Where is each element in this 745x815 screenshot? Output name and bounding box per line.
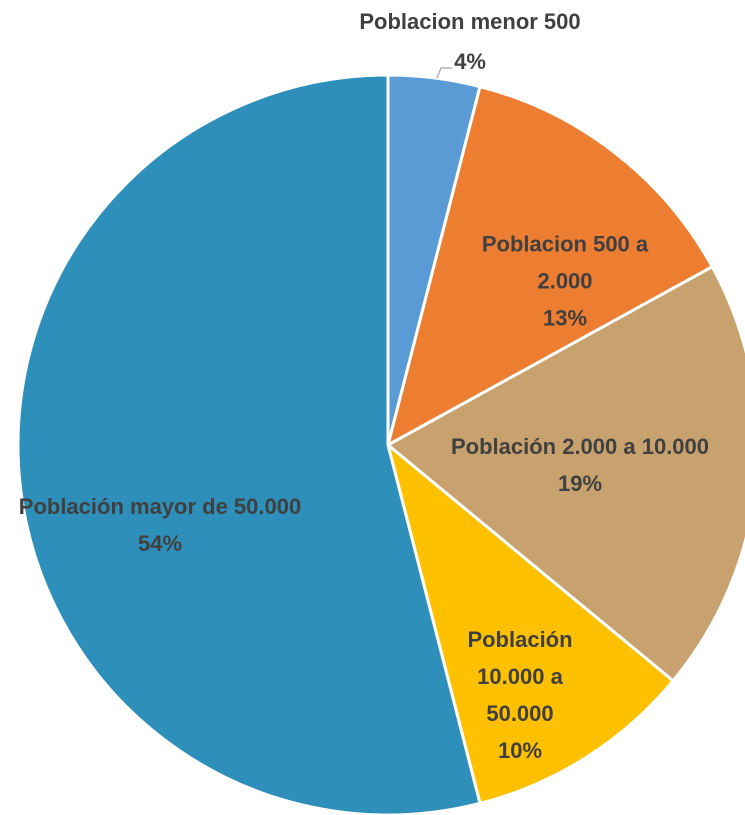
data-label: Poblacion menor 500 4% (320, 2, 620, 82)
percent-label: 19% (557, 471, 603, 496)
category-label: Población 10.000 a 50.000 (467, 627, 573, 726)
pie-slice (385, 264, 745, 683)
pie-slice (385, 440, 676, 806)
percent-label: 54% (137, 531, 183, 556)
data-label: Población mayor de 50.000 54% (10, 488, 310, 562)
leader-line (436, 67, 452, 79)
percent-label: 10% (497, 738, 543, 763)
data-label: Población 10.000 a 50.000 10% (445, 621, 595, 769)
category-label: Poblacion 500 a 2.000 (481, 231, 649, 294)
category-label: Poblacion menor 500 (359, 9, 581, 34)
category-label: Población 2.000 a 10.000 (450, 434, 710, 459)
data-label: Población 2.000 a 10.000 19% (400, 428, 745, 502)
category-label: Población mayor de 50.000 (18, 494, 302, 519)
pie-slice (385, 84, 715, 448)
pie-slice (16, 73, 482, 815)
percent-label: 13% (542, 305, 588, 331)
percent-label: 4% (454, 49, 486, 74)
data-label: Poblacion 500 a 2.000 13% (460, 226, 670, 337)
